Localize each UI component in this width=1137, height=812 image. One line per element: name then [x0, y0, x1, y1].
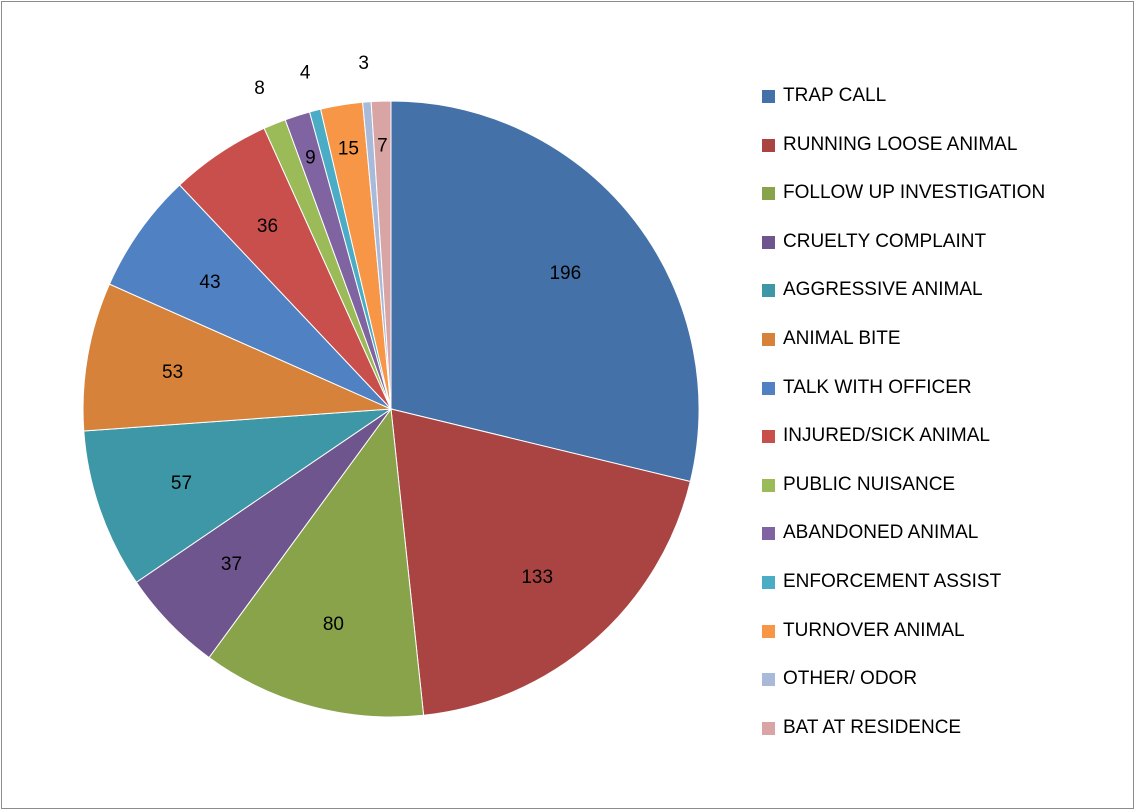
- legend-item: TRAP CALL: [762, 84, 1045, 133]
- legend-swatch: [762, 381, 775, 395]
- pie-slice-running-loose-animal: [390, 408, 691, 716]
- legend-label: FOLLOW UP INVESTIGATION: [783, 182, 1046, 204]
- legend-item: FOLLOW UP INVESTIGATION: [762, 181, 1045, 230]
- legend-label: AGGRESSIVE ANIMAL: [783, 279, 983, 301]
- data-label: 80: [323, 614, 344, 635]
- data-label: 7: [377, 135, 388, 156]
- legend-item: TALK WITH OFFICER: [762, 376, 1045, 425]
- legend-label: RUNNING LOOSE ANIMAL: [783, 133, 1018, 155]
- data-label: 53: [162, 362, 183, 383]
- legend-swatch: [762, 527, 775, 541]
- legend-swatch: [762, 138, 775, 152]
- legend-label: CRUELTY COMPLAINT: [783, 230, 987, 252]
- legend-item: OTHER/ ODOR: [762, 667, 1045, 716]
- legend-swatch: [762, 721, 775, 735]
- legend-label: ANIMAL BITE: [783, 327, 901, 349]
- legend-item: ANIMAL BITE: [762, 327, 1045, 376]
- legend-label: PUBLIC NUISANCE: [783, 473, 956, 495]
- legend-item: ABANDONED ANIMAL: [762, 521, 1045, 570]
- legend-label: ABANDONED ANIMAL: [783, 522, 979, 544]
- legend-label: TRAP CALL: [783, 85, 887, 106]
- legend-item: TURNOVER ANIMAL: [762, 619, 1045, 668]
- legend-swatch: [762, 332, 775, 346]
- data-label: 37: [221, 554, 242, 575]
- pie-slice-talk-with-officer: [108, 184, 392, 410]
- pie-slice-trap-call: [390, 100, 700, 483]
- data-label: 43: [199, 272, 220, 293]
- legend-item: ENFORCEMENT ASSIST: [762, 570, 1045, 619]
- legend-item: INJURED/SICK ANIMAL: [762, 424, 1045, 473]
- pie-slice-follow-up-investigation: [208, 407, 425, 718]
- data-label: 57: [171, 473, 192, 494]
- legend-swatch: [762, 430, 775, 444]
- legend-label: TALK WITH OFFICER: [783, 376, 972, 398]
- pie-slice-animal-bite: [82, 283, 392, 432]
- legend-label: ENFORCEMENT ASSIST: [783, 570, 1002, 592]
- pie-slice-bat-at-residence: [370, 100, 392, 410]
- data-label: 133: [521, 567, 553, 588]
- legend-label: INJURED/SICK ANIMAL: [783, 425, 990, 447]
- data-label: 8: [254, 78, 265, 99]
- legend-swatch: [762, 284, 775, 298]
- legend-swatch: [762, 478, 775, 492]
- data-label: 15: [338, 139, 359, 160]
- pie-slice-aggressive-animal: [83, 408, 393, 583]
- legend: TRAP CALL RUNNING LOOSE ANIMAL FOLLOW UP I…: [762, 84, 1045, 764]
- data-label: 4: [300, 63, 311, 84]
- legend-label: BAT AT RESIDENCE: [783, 716, 962, 738]
- legend-label: OTHER/ ODOR: [783, 668, 918, 690]
- legend-swatch: [762, 624, 775, 638]
- legend-item: AGGRESSIVE ANIMAL: [762, 278, 1045, 327]
- legend-item: BAT AT RESIDENCE: [762, 716, 1045, 765]
- legend-item: PUBLIC NUISANCE: [762, 473, 1045, 522]
- legend-label: TURNOVER ANIMAL: [783, 619, 965, 641]
- legend-item: RUNNING LOOSE ANIMAL: [762, 133, 1045, 182]
- legend-swatch: [762, 575, 775, 589]
- legend-swatch: [762, 235, 775, 249]
- legend-swatch: [762, 673, 775, 687]
- data-label: 196: [549, 263, 581, 284]
- legend-item: CRUELTY COMPLAINT: [762, 230, 1045, 279]
- legend-swatch: [762, 90, 775, 103]
- data-label: 9: [305, 148, 316, 169]
- data-label: 3: [358, 53, 369, 74]
- legend-swatch: [762, 187, 775, 201]
- data-label: 36: [257, 216, 278, 237]
